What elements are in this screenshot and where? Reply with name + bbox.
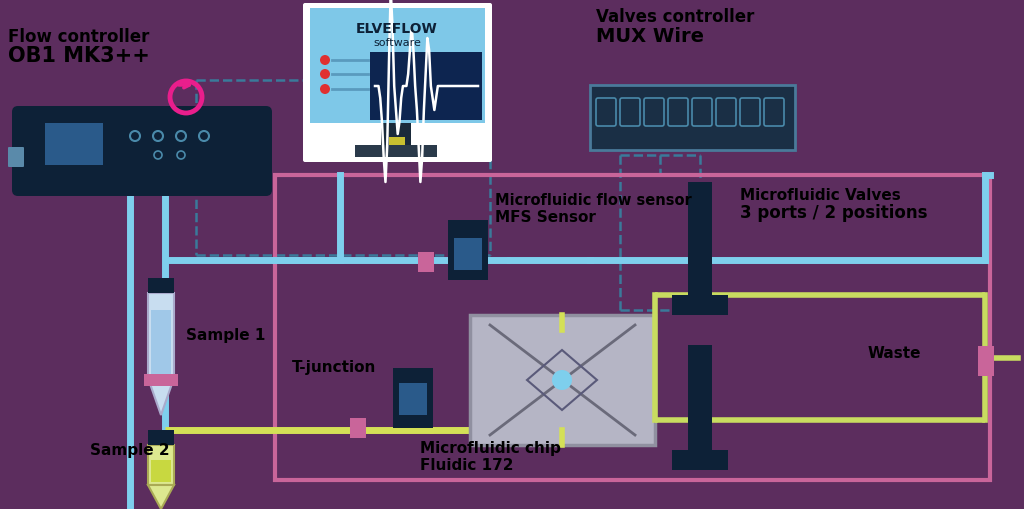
- Bar: [355, 145, 437, 157]
- Bar: [389, 137, 406, 145]
- Text: Flow controller: Flow controller: [8, 28, 150, 46]
- Bar: [393, 368, 433, 428]
- Circle shape: [319, 55, 330, 65]
- Bar: [151, 310, 171, 375]
- Bar: [275, 175, 990, 480]
- FancyBboxPatch shape: [303, 3, 492, 162]
- Polygon shape: [148, 485, 174, 509]
- FancyBboxPatch shape: [8, 147, 24, 167]
- Bar: [449, 220, 488, 280]
- Text: Sample 2: Sample 2: [90, 443, 170, 458]
- Text: Fluidic 172: Fluidic 172: [420, 458, 513, 473]
- Bar: [688, 182, 712, 300]
- Circle shape: [319, 84, 330, 94]
- Bar: [454, 238, 482, 270]
- Bar: [672, 295, 728, 315]
- Text: Microfluidic flow sensor: Microfluidic flow sensor: [495, 193, 692, 208]
- Text: Sample 1: Sample 1: [186, 328, 265, 343]
- Text: software: software: [373, 38, 421, 48]
- Text: 3 ports / 2 positions: 3 ports / 2 positions: [740, 204, 928, 222]
- Bar: [370, 52, 482, 120]
- Bar: [148, 430, 174, 445]
- Text: Microfluidic chip: Microfluidic chip: [420, 441, 561, 456]
- Bar: [45, 123, 103, 165]
- Bar: [148, 278, 174, 293]
- Text: MUX Wire: MUX Wire: [596, 27, 705, 46]
- Bar: [148, 293, 174, 378]
- Polygon shape: [148, 378, 174, 415]
- Bar: [381, 123, 411, 145]
- Bar: [144, 374, 178, 386]
- Bar: [151, 460, 171, 482]
- Text: Valves controller: Valves controller: [596, 8, 755, 26]
- Circle shape: [552, 370, 572, 390]
- Text: Waste: Waste: [868, 346, 922, 361]
- Text: T-junction: T-junction: [292, 360, 377, 375]
- FancyBboxPatch shape: [12, 106, 272, 196]
- Bar: [688, 345, 712, 455]
- Bar: [418, 252, 434, 272]
- Circle shape: [319, 69, 330, 79]
- Bar: [978, 346, 994, 376]
- Text: ELVEFLOW: ELVEFLOW: [356, 22, 438, 36]
- Bar: [590, 85, 795, 150]
- Text: Microfluidic Valves: Microfluidic Valves: [740, 188, 901, 203]
- Text: OB1 MK3++: OB1 MK3++: [8, 46, 150, 66]
- Bar: [148, 445, 174, 485]
- Bar: [470, 315, 655, 445]
- Bar: [399, 383, 427, 415]
- Bar: [672, 450, 728, 470]
- Bar: [310, 8, 485, 123]
- Text: MFS Sensor: MFS Sensor: [495, 210, 596, 225]
- Bar: [350, 418, 366, 438]
